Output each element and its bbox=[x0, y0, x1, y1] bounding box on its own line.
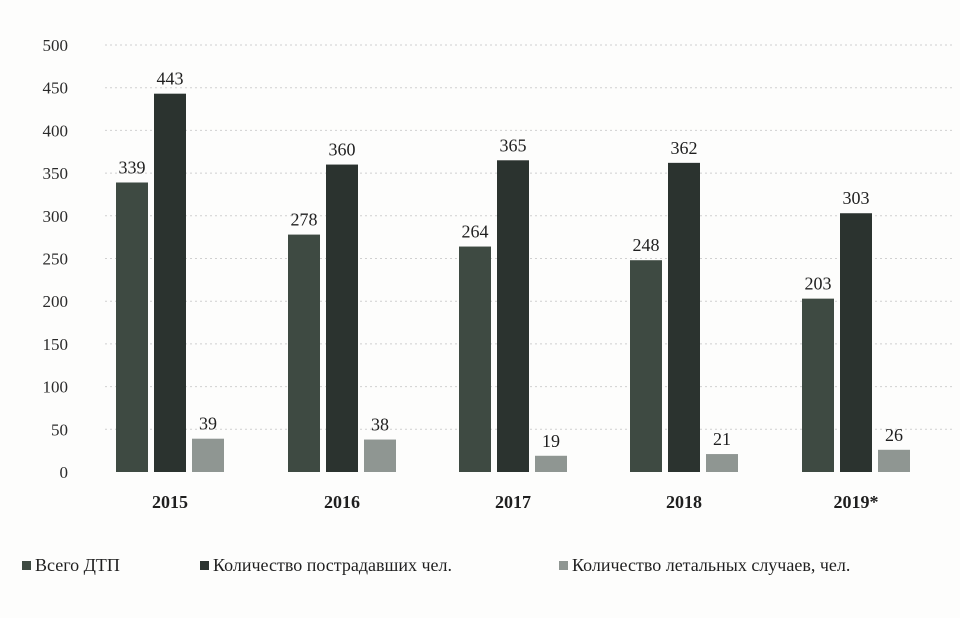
legend-label: Всего ДТП bbox=[35, 555, 120, 575]
x-category-label: 2017 bbox=[495, 492, 531, 512]
data-label: 38 bbox=[371, 415, 389, 435]
data-label: 264 bbox=[462, 222, 489, 242]
x-category-label: 2019* bbox=[834, 492, 879, 512]
bar-series-3-2019 bbox=[878, 450, 910, 472]
legend: Всего ДТП Количество пострадавших чел. Кол… bbox=[22, 555, 850, 575]
data-label: 339 bbox=[119, 157, 146, 177]
data-label: 443 bbox=[157, 69, 184, 89]
data-label: 278 bbox=[291, 210, 318, 230]
data-label: 365 bbox=[500, 135, 527, 155]
y-tick-label: 400 bbox=[43, 121, 69, 140]
bar-series-2-2019 bbox=[840, 213, 872, 472]
bar-series-1-2017 bbox=[459, 247, 491, 472]
data-label: 303 bbox=[843, 188, 870, 208]
bar-series-2-2016 bbox=[326, 165, 358, 472]
bar-series-2-2018 bbox=[668, 163, 700, 472]
data-label: 26 bbox=[885, 425, 903, 445]
bar-series-3-2018 bbox=[706, 454, 738, 472]
data-label: 21 bbox=[713, 429, 731, 449]
data-label: 362 bbox=[671, 138, 698, 158]
bar-series-1-2018 bbox=[630, 260, 662, 472]
y-tick-label: 100 bbox=[43, 378, 69, 397]
y-tick-label: 350 bbox=[43, 164, 69, 183]
y-tick-label: 150 bbox=[43, 335, 69, 354]
bar-series-3-2017 bbox=[535, 456, 567, 472]
y-tick-label: 450 bbox=[43, 79, 69, 98]
bar-series-1-2015 bbox=[116, 182, 148, 472]
bar-series-3-2016 bbox=[364, 440, 396, 472]
data-label: 39 bbox=[199, 414, 217, 434]
y-tick-label: 250 bbox=[43, 250, 69, 269]
x-category-label: 2015 bbox=[152, 492, 188, 512]
x-axis-category-labels: 2015 2016 2017 2018 2019* bbox=[152, 492, 879, 512]
y-tick-label: 200 bbox=[43, 292, 69, 311]
x-category-label: 2018 bbox=[666, 492, 702, 512]
legend-swatch bbox=[22, 561, 31, 570]
data-label: 248 bbox=[633, 235, 660, 255]
legend-item: Всего ДТП bbox=[22, 555, 120, 575]
bar-series-1-2019 bbox=[802, 299, 834, 472]
y-axis-tick-labels: 0 50 100 150 200 250 300 350 400 450 500 bbox=[43, 36, 69, 482]
y-tick-label: 50 bbox=[51, 420, 68, 439]
bar-series-2-2017 bbox=[497, 160, 529, 472]
legend-swatch bbox=[559, 561, 568, 570]
bar-series-1-2016 bbox=[288, 235, 320, 472]
bar-series-3-2015 bbox=[192, 439, 224, 472]
y-tick-label: 0 bbox=[60, 463, 69, 482]
data-label: 360 bbox=[329, 140, 356, 160]
bar-series-2-2015 bbox=[154, 94, 186, 472]
x-category-label: 2016 bbox=[324, 492, 360, 512]
data-label: 203 bbox=[805, 274, 832, 294]
legend-swatch bbox=[200, 561, 209, 570]
y-tick-label: 300 bbox=[43, 207, 69, 226]
legend-label: Количество летальных случаев, чел. bbox=[572, 555, 850, 575]
legend-item: Количество летальных случаев, чел. bbox=[559, 555, 850, 575]
legend-item: Количество пострадавших чел. bbox=[200, 555, 452, 575]
data-label: 19 bbox=[542, 431, 560, 451]
y-tick-label: 500 bbox=[43, 36, 69, 55]
legend-label: Количество пострадавших чел. bbox=[213, 555, 452, 575]
